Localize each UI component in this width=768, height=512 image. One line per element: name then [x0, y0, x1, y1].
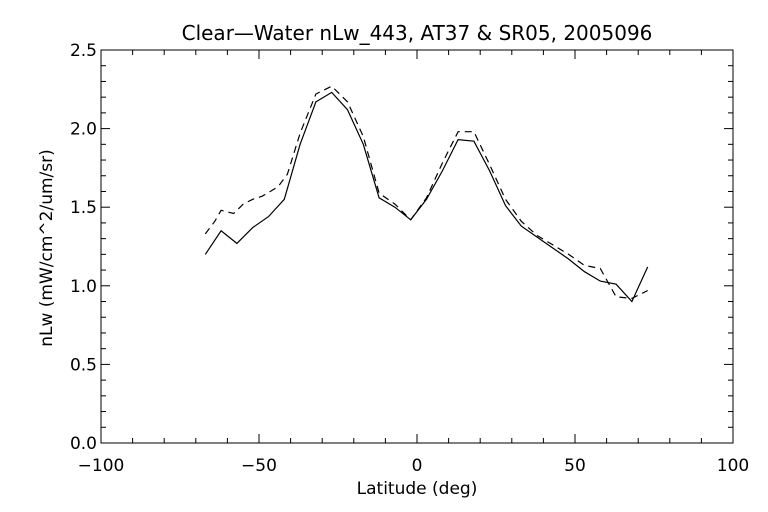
tick-labels: −100 −50 0 50 100 0.0 0.5 1.0 1.5 2.0 2.5: [70, 41, 749, 476]
x-tick-label: −50: [241, 456, 277, 476]
y-tick-label: 2.5: [70, 41, 97, 61]
x-tick-label: 0: [412, 456, 423, 476]
y-tick-label: 0.5: [70, 355, 97, 375]
y-axis-label: nLw (mW/cm^2/um/sr): [37, 149, 57, 347]
y-tick-label: 1.0: [70, 277, 97, 297]
ticks: [100, 49, 734, 444]
y-tick-label: 1.5: [70, 198, 97, 218]
x-axis-label: Latitude (deg): [357, 479, 478, 499]
axes: [100, 49, 734, 444]
series-line-dashed: [204, 85, 648, 300]
y-tick-label: 0.0: [70, 434, 97, 454]
plot-frame: [100, 49, 734, 444]
y-tick-label: 2.0: [70, 120, 97, 140]
series-line-solid: [204, 91, 649, 303]
x-tick-label: −100: [78, 456, 125, 476]
chart-title: Clear—Water nLw_443, AT37 & SR05, 200509…: [182, 21, 653, 45]
series-layer: [204, 85, 649, 303]
x-tick-label: 100: [717, 456, 749, 476]
x-tick-label: 50: [564, 456, 586, 476]
